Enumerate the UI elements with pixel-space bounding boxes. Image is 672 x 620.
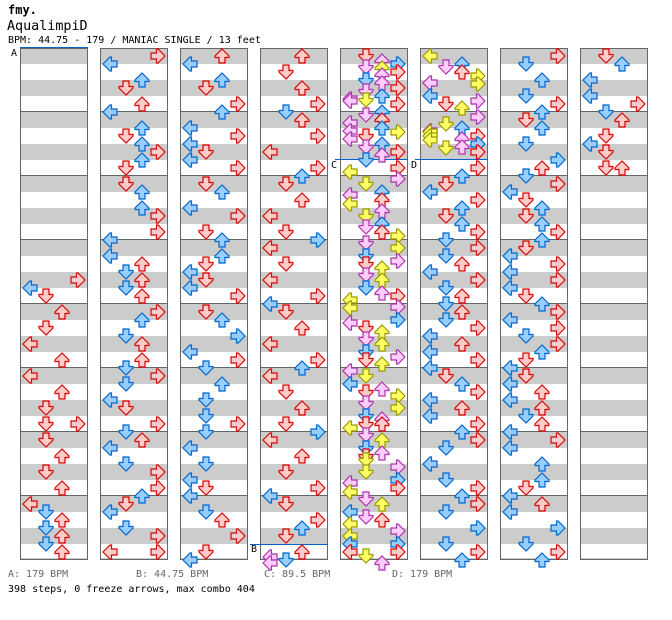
- site-logo: fmy.: [8, 3, 37, 17]
- bpm-legend-d: D: 179 BPM: [392, 569, 453, 580]
- bpm-change-line-d: [415, 159, 488, 160]
- chart-column-7: [500, 48, 568, 560]
- chart-column-8: [580, 48, 648, 560]
- bpm-legend-c: C: 89.5 BPM: [264, 569, 331, 580]
- bpm-legend-b: B: 44.75 BPM: [136, 569, 209, 580]
- chart-column-5: [340, 48, 408, 560]
- chart-column-4: [260, 48, 328, 560]
- step-summary: 398 steps, 0 freeze arrows, max combo 40…: [8, 584, 255, 595]
- bpm-change-line-b: [250, 544, 328, 545]
- chart-info: BPM: 44.75 - 179 / MANIAC SINGLE / 13 fe…: [8, 35, 261, 46]
- bpm-marker-c: C: [331, 160, 338, 171]
- song-title: AqualimpiD: [7, 19, 88, 34]
- bpm-change-line-a: [20, 47, 88, 48]
- chart-column-6: [420, 48, 488, 560]
- bpm-change-line-c: [335, 159, 408, 160]
- bpm-marker-d: D: [411, 160, 418, 171]
- chart-column-2: [100, 48, 168, 560]
- bpm-marker-a: A: [11, 48, 18, 59]
- bpm-marker-b: B: [251, 544, 258, 555]
- chart-column-3: [180, 48, 248, 560]
- bpm-legend-a: A: 179 BPM: [8, 569, 69, 580]
- chart-column-1: [20, 48, 88, 560]
